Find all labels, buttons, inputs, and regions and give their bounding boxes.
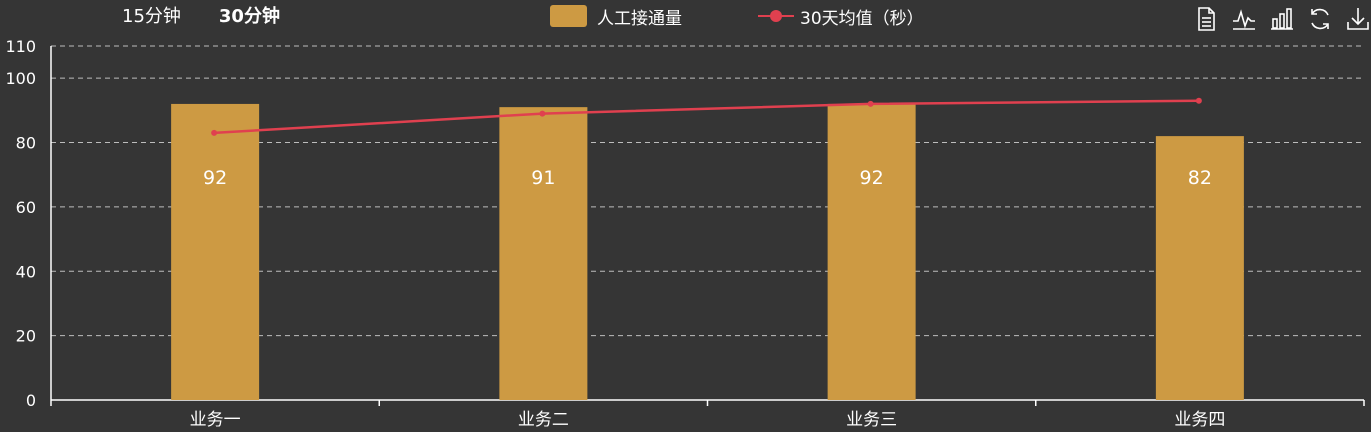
bar-data-label: 92 (203, 167, 227, 189)
legend-label-average: 30天均值（秒） (800, 8, 924, 29)
bar (827, 103, 916, 400)
legend-swatch-line (758, 10, 794, 22)
y-tick-label: 80 (16, 134, 36, 153)
legend-item-calls[interactable]: 人工接通量 (550, 4, 682, 29)
tab-30-minutes[interactable]: 30分钟 (218, 6, 280, 27)
legend-item-average[interactable]: 30天均值（秒） (758, 4, 924, 29)
bar (171, 103, 260, 400)
refresh-icon[interactable] (1307, 6, 1333, 32)
average-point (211, 129, 218, 136)
y-tick-label: 20 (16, 327, 36, 346)
y-tick-label: 40 (16, 262, 36, 281)
legend-label-calls: 人工接通量 (597, 8, 682, 29)
data-view-icon[interactable] (1193, 6, 1219, 32)
time-range-tabs: 15分钟 30分钟 (122, 5, 280, 29)
average-point (1195, 97, 1202, 104)
bar-chart-icon[interactable] (1269, 6, 1295, 32)
legend-swatch-bar (550, 5, 587, 27)
average-series-line (214, 99, 1199, 135)
average-point (867, 100, 874, 107)
line-chart-icon[interactable] (1231, 6, 1257, 32)
average-point (539, 110, 546, 117)
bar-data-label: 92 (860, 167, 884, 189)
y-tick-label: 60 (16, 198, 36, 217)
x-tick-label: 业务二 (518, 410, 569, 430)
x-tick-label: 业务四 (1174, 410, 1225, 430)
chart-toolbox (1193, 6, 1371, 32)
y-tick-label: 100 (5, 69, 36, 88)
bar (1155, 136, 1244, 401)
x-tick-label: 业务三 (846, 410, 897, 430)
chart-legend: 人工接通量 30天均值（秒） (550, 4, 924, 29)
download-icon[interactable] (1345, 6, 1371, 32)
x-tick-label: 业务一 (190, 410, 241, 430)
y-tick-label: 110 (5, 37, 36, 56)
bar-data-label: 91 (531, 167, 555, 189)
bar (499, 107, 588, 401)
y-tick-label: 0 (26, 391, 36, 410)
tab-15-minutes[interactable]: 15分钟 (122, 6, 181, 27)
bar-data-label: 82 (1188, 167, 1212, 189)
